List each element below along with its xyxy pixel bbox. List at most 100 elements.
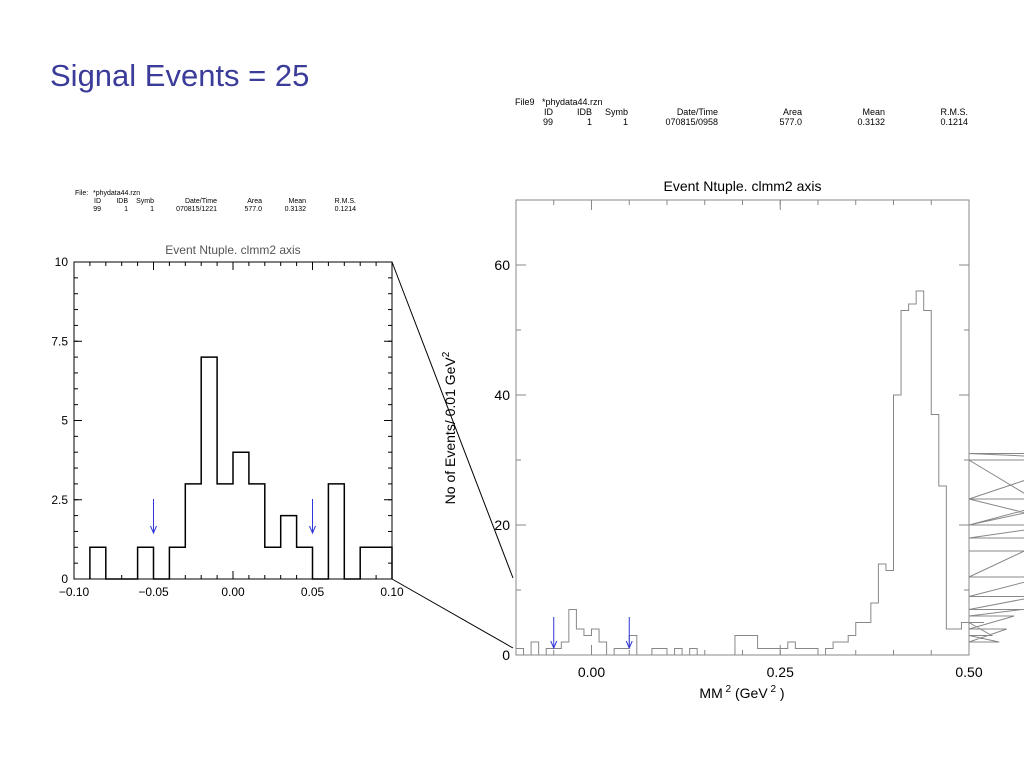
stats-header: Area: [247, 198, 262, 205]
histogram-bin: [961, 623, 969, 656]
stats-file-name: *phydata44.rzn: [93, 190, 140, 197]
stats-file-name: *phydata44.rzn: [542, 97, 603, 107]
histogram-bin: [765, 649, 773, 656]
x-tick-label: 0.25: [767, 664, 794, 680]
histogram-bin: [909, 304, 917, 655]
histogram-bin: [750, 636, 758, 656]
histogram-bin: [690, 649, 698, 656]
histogram-bin: [946, 629, 954, 655]
y-tick-label: 7.5: [51, 334, 68, 348]
stats-value: 1: [623, 117, 628, 127]
histogram-bin: [185, 484, 201, 579]
histogram-bin: [233, 452, 249, 579]
y-tick-label: 60: [494, 257, 510, 273]
signal-window-arrowhead: [625, 640, 633, 650]
histogram-bin: [901, 311, 909, 656]
stats-header: R.M.S.: [335, 198, 356, 205]
histogram-bin: [841, 642, 849, 655]
histogram-bin: [924, 311, 932, 656]
histogram-bin: [531, 642, 539, 655]
histogram-bin: [201, 357, 217, 579]
histogram-bin: [780, 649, 788, 656]
histogram-bin: [803, 649, 811, 656]
zoom-connector-lines: [391, 261, 514, 649]
x-tick-label: −0.10: [59, 585, 90, 599]
stats-value: 577.0: [244, 206, 262, 213]
stats-header: ID: [544, 107, 554, 117]
histogram-bin: [848, 636, 856, 656]
histogram-bin: [878, 564, 886, 655]
right-histogram: Event Ntuple. clmm2 axis 0.00 0.25 0.50 0 20 4…: [441, 178, 1024, 701]
stats-value: 0.3132: [857, 117, 885, 127]
histogram-bin: [138, 547, 154, 579]
histogram-bin: [863, 623, 871, 656]
signal-window-arrowhead: [150, 525, 157, 535]
stats-value: 99: [543, 117, 553, 127]
stats-value: 577.0: [779, 117, 802, 127]
x-tick-label: −0.05: [138, 585, 169, 599]
stats-value: 070815/0958: [665, 117, 718, 127]
stats-header: Mean: [862, 107, 885, 117]
stats-value: 0.1214: [940, 117, 968, 127]
histogram-bin: [871, 603, 879, 655]
stats-value: 1: [124, 206, 128, 213]
left-histogram: Event Ntuple. clmm2 axis −0.10 −0.05 0.00 0.…: [51, 243, 404, 599]
histogram-bin: [833, 642, 841, 655]
histogram-bin: [516, 649, 524, 656]
histogram-bin: [584, 636, 592, 656]
histogram-bin: [546, 649, 554, 656]
histogram-bin: [569, 610, 577, 656]
plot-title: Event Ntuple. clmm2 axis: [664, 178, 822, 194]
y-tick-label: 10: [55, 255, 69, 269]
histogram-bin: [576, 629, 584, 655]
histogram-bin: [90, 547, 106, 579]
histogram-bin: [599, 642, 607, 655]
histogram-bin: [735, 636, 743, 656]
histogram-bin: [773, 649, 781, 656]
stats-header: Date/Time: [185, 198, 217, 205]
y-tick-label: 20: [494, 517, 510, 533]
histogram-bin: [810, 649, 818, 656]
x-tick-label: 0.50: [955, 664, 982, 680]
stats-value: 1: [150, 206, 154, 213]
stats-header: Mean: [288, 198, 306, 205]
histogram-bin: [217, 484, 233, 579]
stats-header: IDB: [577, 107, 592, 117]
histogram-bin: [561, 642, 569, 655]
y-tick-label: 0: [61, 572, 68, 586]
stats-header: Symb: [136, 198, 154, 205]
x-axis-label: MM 2 (GeV 2 ): [699, 684, 784, 701]
x-tick-label: 0.10: [380, 585, 404, 599]
left-stats-box: File: *phydata44.rznID99IDB1Symb1Date/Tim…: [75, 190, 356, 213]
histogram-bin: [360, 547, 392, 579]
stats-value: 0.3132: [285, 206, 307, 213]
histogram-bin: [614, 649, 622, 656]
stats-header: Symb: [605, 107, 628, 117]
histogram-bin: [554, 649, 562, 656]
x-tick-label: 0.05: [301, 585, 325, 599]
stats-header: ID: [94, 198, 101, 205]
histogram-bin: [795, 649, 803, 656]
histogram-bin: [297, 547, 313, 579]
stats-file-label: File:: [75, 190, 88, 197]
histogram-bin: [916, 291, 924, 655]
histogram-bin: [652, 649, 660, 656]
x-tick-label: 0.00: [221, 585, 245, 599]
histogram-bin: [758, 649, 766, 656]
histogram-bin: [939, 486, 947, 655]
histogram-bin: [281, 516, 297, 579]
histogram-bin: [788, 642, 796, 655]
stats-header: R.M.S.: [940, 107, 968, 117]
signal-window-arrowhead: [309, 525, 316, 535]
y-tick-label: 40: [494, 387, 510, 403]
y-axis-label: No of Events/ 0.01 GeV2: [441, 351, 458, 504]
histogram-series: [515, 290, 1024, 656]
y-tick-label: 0: [502, 647, 510, 663]
histogram-bin: [856, 623, 864, 656]
histogram-bin: [328, 484, 344, 579]
stats-header: Area: [783, 107, 802, 117]
y-tick-label: 5: [61, 414, 68, 428]
zoom-line-top: [391, 261, 514, 579]
histogram-bin: [249, 484, 265, 579]
